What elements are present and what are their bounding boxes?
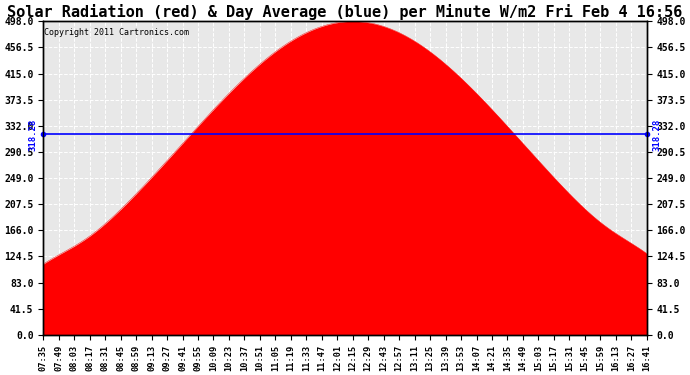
Text: Copyright 2011 Cartronics.com: Copyright 2011 Cartronics.com xyxy=(44,28,190,37)
Text: 318.28: 318.28 xyxy=(653,118,662,151)
Title: Solar Radiation (red) & Day Average (blue) per Minute W/m2 Fri Feb 4 16:56: Solar Radiation (red) & Day Average (blu… xyxy=(8,4,682,20)
Text: 318.28: 318.28 xyxy=(28,118,37,151)
